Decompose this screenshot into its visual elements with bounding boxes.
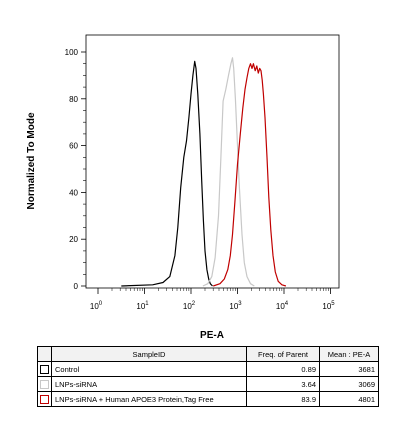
y-tick-label: 40 bbox=[69, 188, 78, 197]
table-row: LNPs-siRNA + Human APOE3 Protein,Tag Fre… bbox=[37, 391, 379, 407]
header-swatch bbox=[37, 346, 52, 362]
y-tick-label: 100 bbox=[65, 48, 79, 57]
x-tick-label: 105 bbox=[322, 301, 335, 311]
y-tick-label: 60 bbox=[69, 142, 78, 151]
y-tick-label: 0 bbox=[74, 282, 79, 291]
legend-swatch-icon bbox=[40, 394, 49, 404]
x-axis: 100 101 102 103 104 105 bbox=[90, 288, 335, 311]
mean-cell: 3681 bbox=[319, 361, 379, 377]
x-tick-label: 101 bbox=[136, 301, 149, 311]
legend-swatch-icon bbox=[40, 379, 49, 389]
x-tick-label: 104 bbox=[276, 301, 289, 311]
y-axis-title: Normalized To Mode bbox=[26, 112, 37, 209]
swatch-cell bbox=[37, 391, 52, 407]
mean-cell: 4801 bbox=[319, 391, 379, 407]
header-sample-id: SampleID bbox=[51, 346, 247, 362]
freq-cell: 83.9 bbox=[246, 391, 320, 407]
series-layer bbox=[121, 57, 287, 287]
x-tick-label: 103 bbox=[229, 301, 242, 311]
freq-cell: 0.89 bbox=[246, 361, 320, 377]
histogram-series-line bbox=[213, 63, 287, 287]
table-row: LNPs-siRNA 3.64 3069 bbox=[37, 376, 379, 392]
x-tick-label: 100 bbox=[90, 301, 103, 311]
swatch-cell bbox=[37, 361, 52, 377]
plot-frame bbox=[85, 34, 340, 289]
y-tick-label: 80 bbox=[69, 95, 78, 104]
legend-table: SampleID Freq. of Parent Mean : PE-A Con… bbox=[37, 346, 379, 407]
table-row: Control 0.89 3681 bbox=[37, 361, 379, 377]
sample-cell: Control bbox=[51, 361, 247, 377]
histogram-chart: 0 20 40 60 80 100 100 101 102 103 104 105 Normaliz… bbox=[26, 34, 340, 340]
freq-cell: 3.64 bbox=[246, 376, 320, 392]
sample-cell: LNPs-siRNA bbox=[51, 376, 247, 392]
mean-cell: 3069 bbox=[319, 376, 379, 392]
y-tick-label: 20 bbox=[69, 235, 78, 244]
y-axis: 0 20 40 60 80 100 bbox=[65, 48, 86, 291]
table-header-row: SampleID Freq. of Parent Mean : PE-A bbox=[37, 346, 379, 362]
x-axis-title: PE-A bbox=[200, 330, 224, 340]
x-tick-label: 102 bbox=[183, 301, 196, 311]
swatch-cell bbox=[37, 376, 52, 392]
histogram-series-line bbox=[202, 57, 255, 287]
sample-cell: LNPs-siRNA + Human APOE3 Protein,Tag Fre… bbox=[51, 391, 247, 407]
legend-swatch-icon bbox=[40, 364, 49, 374]
header-mean: Mean : PE-A bbox=[319, 346, 379, 362]
header-freq: Freq. of Parent bbox=[246, 346, 320, 362]
histogram-series-line bbox=[121, 60, 213, 287]
